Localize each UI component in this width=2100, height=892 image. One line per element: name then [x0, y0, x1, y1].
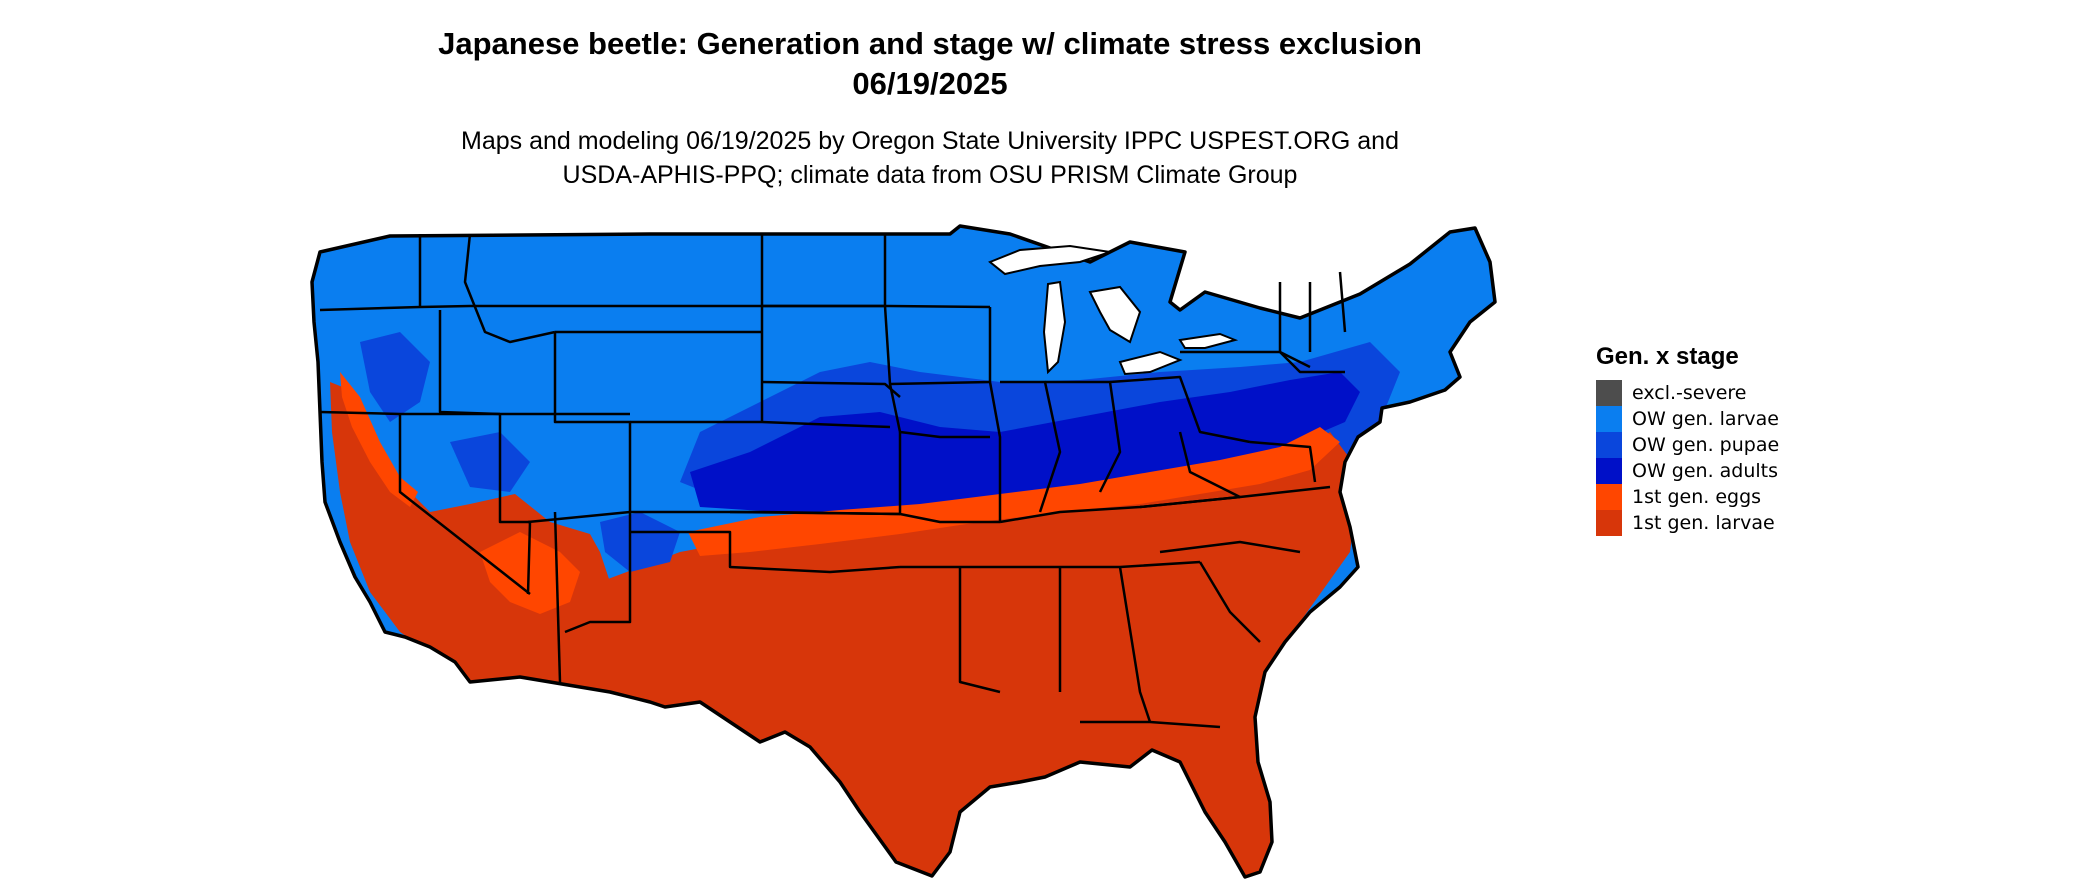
boundary-ks-ok — [729, 510, 901, 516]
legend-item: 1st gen. larvae — [1596, 510, 1856, 536]
boundary-nm-tx — [564, 512, 632, 634]
legend-item: 1st gen. eggs — [1596, 484, 1856, 510]
boundary-ne-ks — [630, 420, 891, 429]
great-lakes — [988, 244, 1239, 376]
lake-erie — [1118, 350, 1183, 376]
boundary-id-nv-ut — [438, 310, 630, 416]
boundary-az-nm — [553, 511, 562, 683]
stage-fill — [312, 226, 1495, 877]
legend-swatch — [1596, 380, 1622, 406]
legend-swatch — [1596, 510, 1622, 536]
boundary-mn-wi — [883, 234, 991, 386]
boundary-nc-sc — [1159, 540, 1301, 554]
boundary-ny-new-england — [1278, 282, 1345, 374]
zone-ow-adults — [690, 372, 1360, 512]
legend-swatch — [1596, 458, 1622, 484]
chart-subtitle-line1: Maps and modeling 06/19/2025 by Oregon S… — [461, 127, 1399, 155]
boundary-mo-ar — [898, 432, 1000, 524]
boundary-la-ms — [958, 567, 1001, 694]
boundary-ca-nv — [398, 414, 531, 595]
legend-swatch — [1596, 484, 1622, 510]
zone-1st-eggs-south — [688, 427, 1340, 556]
legend-swatch — [1596, 432, 1622, 458]
boundary-wv-va — [1178, 431, 1241, 499]
chart-title: Japanese beetle: Generation and stage w/… — [0, 24, 1860, 104]
legend-label: 1st gen. eggs — [1632, 486, 1762, 508]
boundary-md-de — [1249, 440, 1317, 483]
legend-label: OW gen. larvae — [1632, 408, 1779, 430]
map-area — [300, 222, 1560, 892]
lake-ontario — [1178, 332, 1239, 349]
lake-huron — [1088, 285, 1142, 344]
boundary-ia-mo — [888, 383, 990, 439]
boundary-oh-pa — [1109, 375, 1251, 444]
zone-ow-pupae-utah — [450, 432, 530, 492]
zone-ow-pupae-west — [360, 332, 430, 422]
boundary-id-mt — [463, 233, 556, 344]
legend-label: 1st gen. larvae — [1632, 512, 1775, 534]
chart-subtitle-line2: USDA-APHIS-PPQ; climate data from OSU PR… — [562, 161, 1298, 189]
boundary-four-corners — [527, 510, 631, 524]
boundary-wy-ut-co — [553, 332, 632, 512]
boundary-al-ga — [1118, 566, 1152, 723]
boundary-il-in — [1000, 380, 1062, 513]
legend-item: excl.-severe — [1596, 380, 1856, 406]
chart-title-line2: 06/19/2025 — [852, 66, 1008, 101]
boundary-tn-ms-al — [1000, 560, 1201, 569]
boundary-in-oh — [1045, 380, 1122, 493]
boundary-sd-ne — [761, 380, 901, 398]
boundary-ga-fl — [1080, 720, 1221, 729]
state-boundaries — [319, 233, 1347, 729]
legend-item: OW gen. adults — [1596, 458, 1856, 484]
legend-label: OW gen. adults — [1632, 460, 1779, 482]
lake-superior — [988, 244, 1111, 276]
legend-item: OW gen. pupae — [1596, 432, 1856, 458]
boundary-ga-sc — [1198, 561, 1261, 643]
zone-1st-eggs-west — [340, 372, 418, 507]
chart-subtitle: Maps and modeling 06/19/2025 by Oregon S… — [0, 124, 1860, 192]
legend-items: excl.-severe OW gen. larvae OW gen. pupae O… — [1596, 380, 1856, 536]
map-legend: Gen. x stage excl.-severe OW gen. larvae O… — [1596, 342, 1856, 536]
zone-ow-pupae-newmexico — [600, 512, 680, 572]
legend-swatch — [1596, 406, 1622, 432]
legend-label: excl.-severe — [1632, 382, 1747, 404]
legend-label: OW gen. pupae — [1632, 434, 1780, 456]
boundary-nv-ut — [498, 414, 532, 595]
boundary-wi-il — [988, 307, 1002, 522]
legend-item: OW gen. larvae — [1596, 406, 1856, 432]
chart-title-line1: Japanese beetle: Generation and stage w/… — [438, 26, 1422, 61]
us-map — [310, 224, 1497, 879]
boundary-ok-tx — [630, 530, 901, 574]
lake-michigan — [1042, 280, 1067, 375]
legend-title: Gen. x stage — [1596, 343, 1739, 370]
